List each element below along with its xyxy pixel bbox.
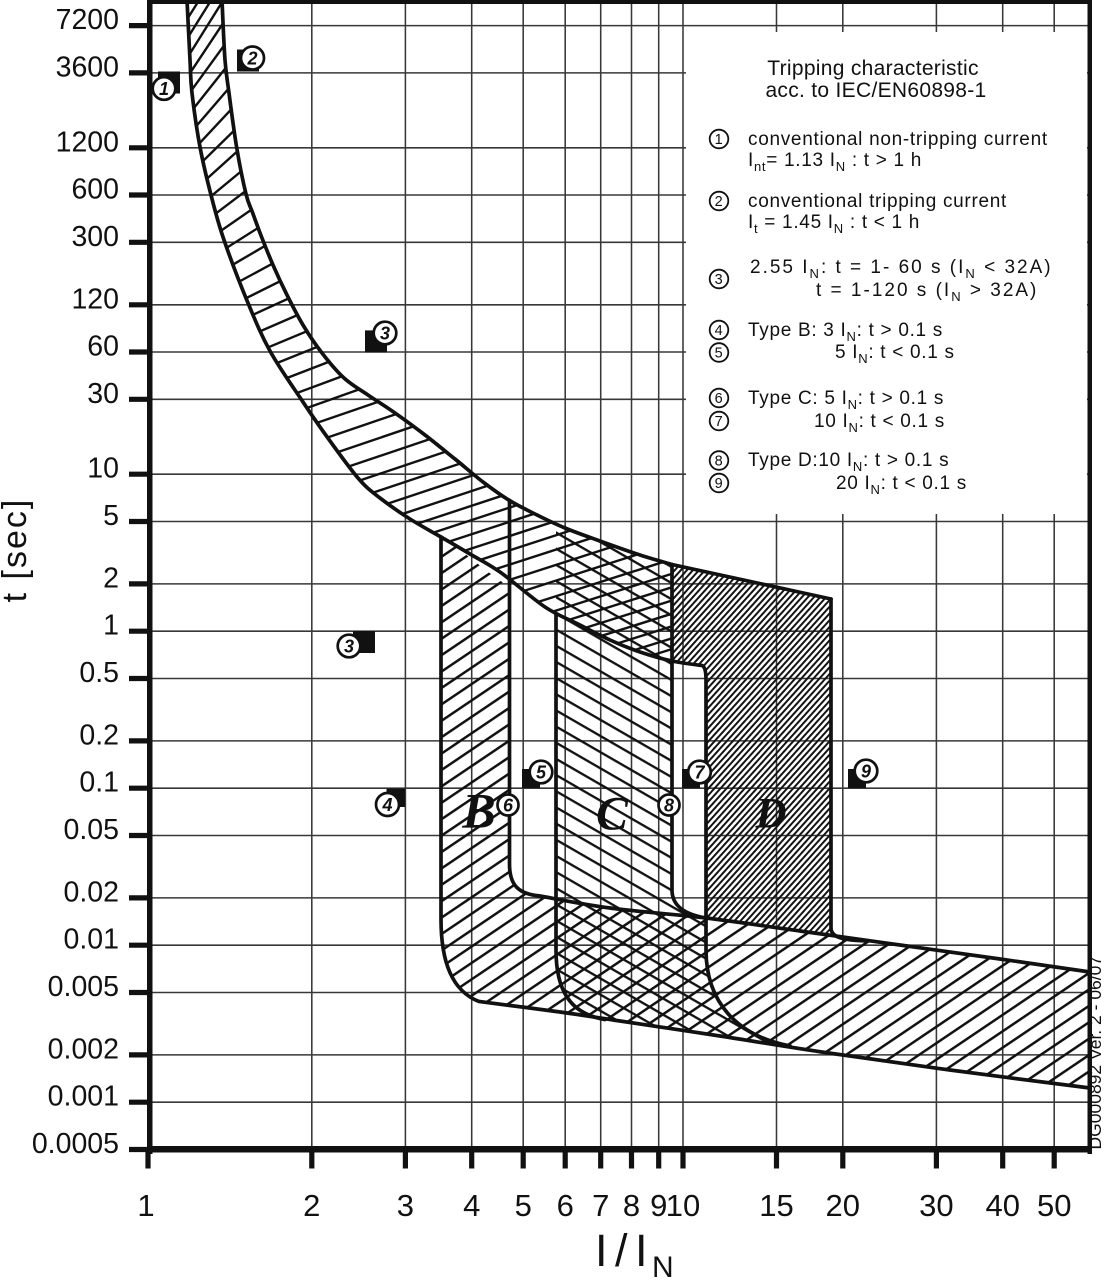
svg-text:acc. to IEC/EN60898-1: acc. to IEC/EN60898-1 [765, 79, 986, 102]
svg-text:9: 9 [650, 1188, 667, 1223]
svg-text:0.05: 0.05 [64, 814, 119, 846]
svg-text:20 IN​: t < 0.1 s: 20 IN​: t < 0.1 s [836, 473, 967, 497]
svg-text:1200: 1200 [56, 126, 119, 158]
svg-text:1: 1 [159, 79, 169, 99]
svg-text:10 IN​: t < 0.1 s: 10 IN​: t < 0.1 s [814, 411, 945, 435]
svg-text:9: 9 [861, 762, 871, 782]
svg-text:5: 5 [715, 346, 724, 362]
svg-text:D: D [754, 791, 786, 838]
svg-text:1: 1 [103, 610, 119, 642]
svg-text:Type B: 3 IN​: t > 0.1 s: Type B: 3 IN​: t > 0.1 s [748, 320, 943, 344]
svg-text:10: 10 [666, 1188, 700, 1223]
svg-text:I / I: I / I [595, 1225, 645, 1276]
svg-text:conventional tripping current: conventional tripping current [748, 191, 1007, 212]
svg-text:4: 4 [715, 323, 724, 339]
svg-text:conventional non-tripping curr: conventional non-tripping current [748, 129, 1048, 150]
svg-text:5: 5 [536, 763, 547, 783]
svg-text:60: 60 [87, 331, 119, 363]
svg-text:1: 1 [715, 132, 724, 148]
svg-text:2.55 IN​: t = 1- 60 s (IN​ < 3: 2.55 IN​: t = 1- 60 s (IN​ < 32A) [750, 257, 1053, 281]
svg-text:7: 7 [694, 763, 705, 783]
svg-text:9: 9 [715, 476, 724, 492]
svg-text:6: 6 [715, 391, 724, 407]
svg-text:8: 8 [715, 454, 724, 470]
svg-text:Type D:10 IN​: t > 0.1 s: Type D:10 IN​: t > 0.1 s [748, 450, 949, 474]
svg-text:40: 40 [985, 1188, 1019, 1223]
svg-text:50: 50 [1037, 1188, 1071, 1223]
svg-text:2: 2 [103, 562, 119, 594]
svg-text:3600: 3600 [56, 51, 119, 83]
svg-text:N: N [652, 1251, 674, 1280]
svg-text:0.1: 0.1 [79, 767, 119, 799]
svg-text:6: 6 [503, 796, 514, 816]
svg-text:It​ = 1.45 IN​ : t < 1 h: It​ = 1.45 IN​ : t < 1 h [748, 212, 920, 236]
svg-text:Int​= 1.13 IN​ : t > 1 h: Int​= 1.13 IN​ : t > 1 h [748, 150, 922, 174]
svg-text:5: 5 [103, 500, 119, 532]
svg-text:0.005: 0.005 [48, 971, 119, 1003]
svg-text:B: B [461, 783, 495, 839]
svg-text:8: 8 [623, 1188, 640, 1223]
svg-text:5 IN​: t < 0.1 s: 5 IN​: t < 0.1 s [835, 342, 955, 366]
svg-text:0.0005: 0.0005 [32, 1128, 119, 1160]
svg-text:t = 1-120 s (IN​ > 32A): t = 1-120 s (IN​ > 32A) [816, 280, 1038, 304]
svg-text:2: 2 [246, 49, 257, 69]
svg-text:4: 4 [381, 795, 392, 815]
svg-text:Tripping characteristic: Tripping characteristic [767, 57, 979, 80]
svg-text:0.01: 0.01 [64, 924, 119, 956]
svg-text:0.5: 0.5 [79, 657, 119, 689]
svg-text:10: 10 [87, 453, 119, 485]
svg-text:Type C: 5 IN​: t > 0.1 s: Type C: 5 IN​: t > 0.1 s [748, 388, 944, 412]
svg-text:15: 15 [759, 1188, 793, 1223]
svg-text:2: 2 [303, 1188, 320, 1223]
svg-text:7: 7 [592, 1188, 609, 1223]
svg-text:600: 600 [71, 174, 119, 206]
svg-text:2: 2 [715, 194, 724, 210]
svg-text:t [sec]: t [sec] [0, 498, 34, 603]
svg-text:30: 30 [87, 378, 119, 410]
svg-text:C: C [596, 788, 629, 841]
svg-text:7: 7 [715, 414, 724, 430]
svg-text:20: 20 [826, 1188, 860, 1223]
svg-text:4: 4 [463, 1188, 480, 1223]
svg-text:6: 6 [557, 1188, 574, 1223]
svg-text:1: 1 [137, 1188, 154, 1223]
svg-text:5: 5 [515, 1188, 532, 1223]
svg-text:0.2: 0.2 [79, 719, 119, 751]
svg-text:30: 30 [919, 1188, 953, 1223]
svg-text:8: 8 [664, 796, 674, 816]
svg-text:0.02: 0.02 [64, 876, 119, 908]
svg-text:3: 3 [715, 272, 724, 288]
svg-text:3: 3 [380, 324, 390, 344]
svg-text:DG000892 Ver. 2 - 06/07: DG000892 Ver. 2 - 06/07 [1085, 956, 1105, 1150]
svg-text:3: 3 [344, 637, 354, 657]
svg-text:0.002: 0.002 [48, 1033, 119, 1065]
svg-text:3: 3 [397, 1188, 414, 1223]
svg-text:0.001: 0.001 [48, 1081, 119, 1113]
svg-text:7200: 7200 [56, 4, 119, 36]
svg-text:120: 120 [71, 283, 119, 315]
svg-text:300: 300 [71, 221, 119, 253]
